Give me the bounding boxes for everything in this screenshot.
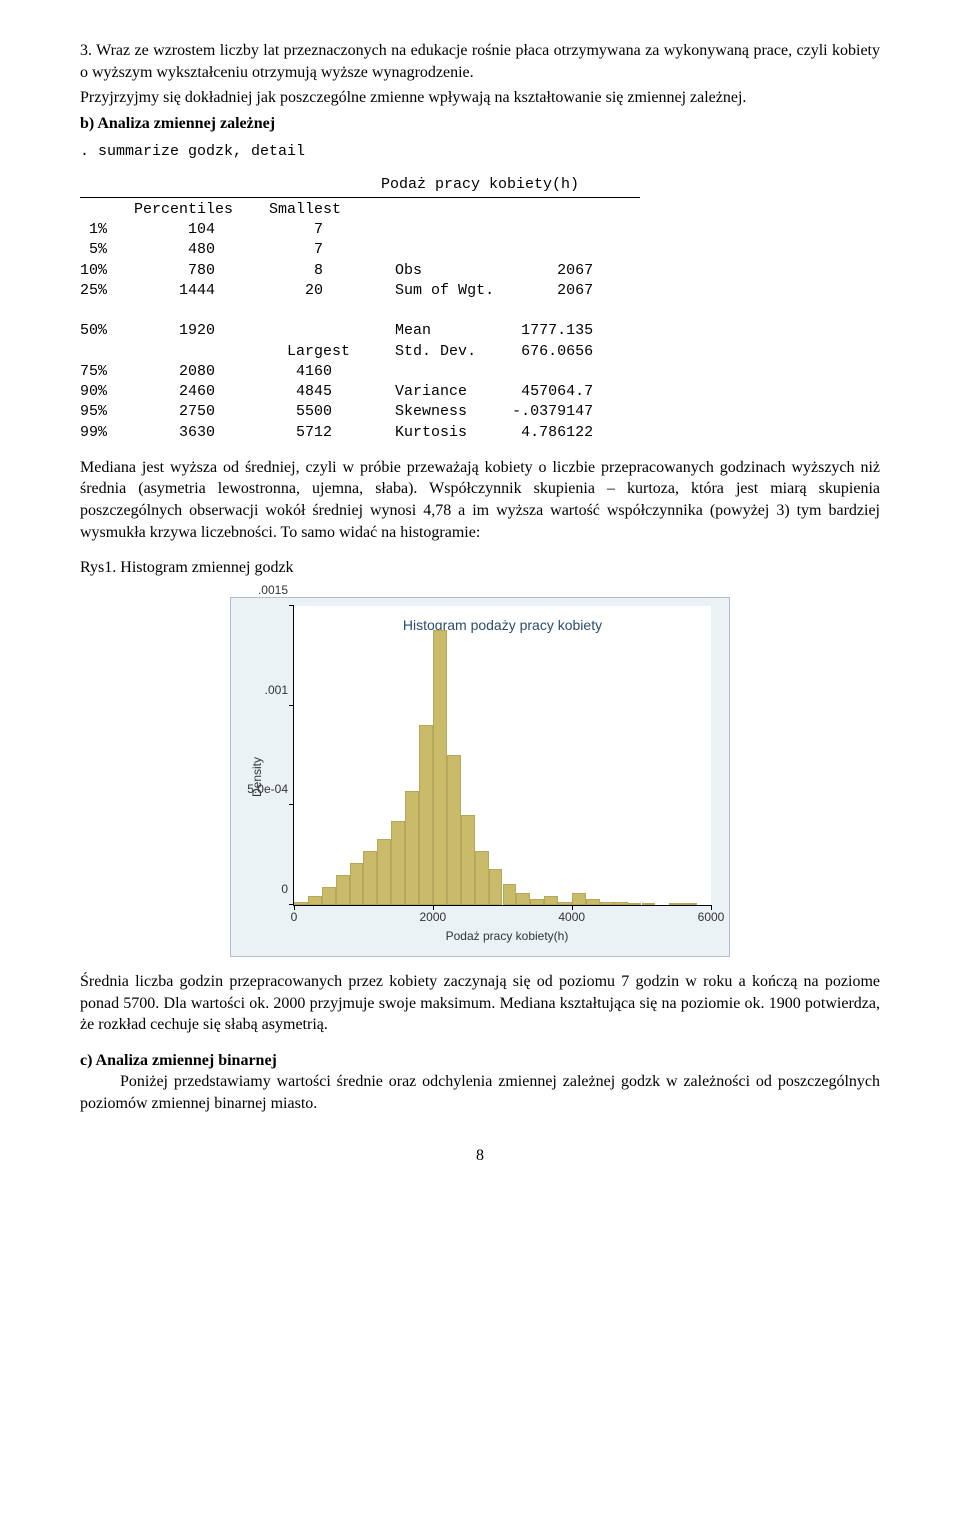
histogram-bar xyxy=(419,725,433,904)
section-b-title: b) Analiza zmiennej zależnej xyxy=(80,113,880,135)
histogram-bar xyxy=(391,821,405,905)
paragraph-median: Mediana jest wyższa od średniej, czyli w… xyxy=(80,457,880,543)
x-tick-label: 4000 xyxy=(558,909,585,925)
histogram-bar xyxy=(294,902,308,905)
histogram-bar xyxy=(628,903,642,905)
y-tick-mark xyxy=(289,605,294,606)
histogram-bar xyxy=(614,902,628,905)
stata-output-body: 1% 104 7 5% 480 7 10% 780 8 Obs 2067 25%… xyxy=(80,220,880,443)
x-tick-mark xyxy=(572,905,573,910)
histogram-bar xyxy=(475,851,489,905)
histogram-bar xyxy=(322,887,336,905)
histogram-bar xyxy=(586,899,600,905)
histogram-bar xyxy=(363,851,377,905)
y-tick-mark xyxy=(289,705,294,706)
paragraph-binarna: Poniżej przedstawiamy wartości średnie o… xyxy=(80,1071,880,1114)
x-axis-title: Podaż pracy kobiety(h) xyxy=(293,928,721,944)
paragraph-intro-3: 3. Wraz ze wzrostem liczby lat przeznacz… xyxy=(80,40,880,83)
y-tick-label: .001 xyxy=(265,681,288,697)
x-tick-mark xyxy=(711,905,712,910)
histogram-bar xyxy=(600,902,614,905)
figure-caption: Rys1. Histogram zmiennej godzk xyxy=(80,557,880,579)
chart-title: Histogram podaży pracy kobiety xyxy=(294,616,711,635)
histogram-bar xyxy=(516,893,530,905)
histogram-plot-area: Histogram podaży pracy kobiety 05.0e-04.… xyxy=(293,606,711,906)
histogram-bar xyxy=(669,903,683,905)
histogram-container: Density Histogram podaży pracy kobiety 0… xyxy=(230,597,730,957)
paragraph-intro-zmienne: Przyjrzyjmy się dokładniej jak poszczegó… xyxy=(80,87,880,109)
histogram-bar xyxy=(642,903,656,905)
histogram-bar xyxy=(405,791,419,905)
stata-command: . summarize godzk, detail xyxy=(80,142,880,162)
histogram-bar xyxy=(489,869,503,905)
histogram-bar xyxy=(447,755,461,905)
stata-output-title: Podaż pracy kobiety(h) xyxy=(80,175,880,195)
x-tick-label: 0 xyxy=(291,909,298,925)
histogram-bar xyxy=(433,630,447,905)
histogram-bar xyxy=(308,896,322,905)
y-tick-label: .0015 xyxy=(258,582,288,598)
x-tick-mark xyxy=(433,905,434,910)
page-number: 8 xyxy=(80,1145,880,1167)
histogram-bar xyxy=(336,875,350,905)
histogram-bar xyxy=(544,896,558,905)
stata-output-header: Percentiles Smallest xyxy=(80,200,880,220)
histogram-bar xyxy=(503,884,517,905)
y-tick-mark xyxy=(289,804,294,805)
histogram-bar xyxy=(530,899,544,905)
histogram-bar xyxy=(572,893,586,905)
y-tick-label: 0 xyxy=(281,881,288,897)
histogram-bar xyxy=(683,903,697,905)
histogram-bar xyxy=(350,863,364,905)
section-c-title: c) Analiza zmiennej binarnej xyxy=(80,1050,880,1072)
divider xyxy=(80,197,640,198)
x-tick-label: 6000 xyxy=(698,909,725,925)
paragraph-srednia: Średnia liczba godzin przepracowanych pr… xyxy=(80,971,880,1036)
x-tick-label: 2000 xyxy=(420,909,447,925)
histogram-bar xyxy=(558,902,572,905)
x-tick-mark xyxy=(294,905,295,910)
histogram-bar xyxy=(461,815,475,905)
y-tick-label: 5.0e-04 xyxy=(247,781,288,797)
histogram-bar xyxy=(377,839,391,905)
